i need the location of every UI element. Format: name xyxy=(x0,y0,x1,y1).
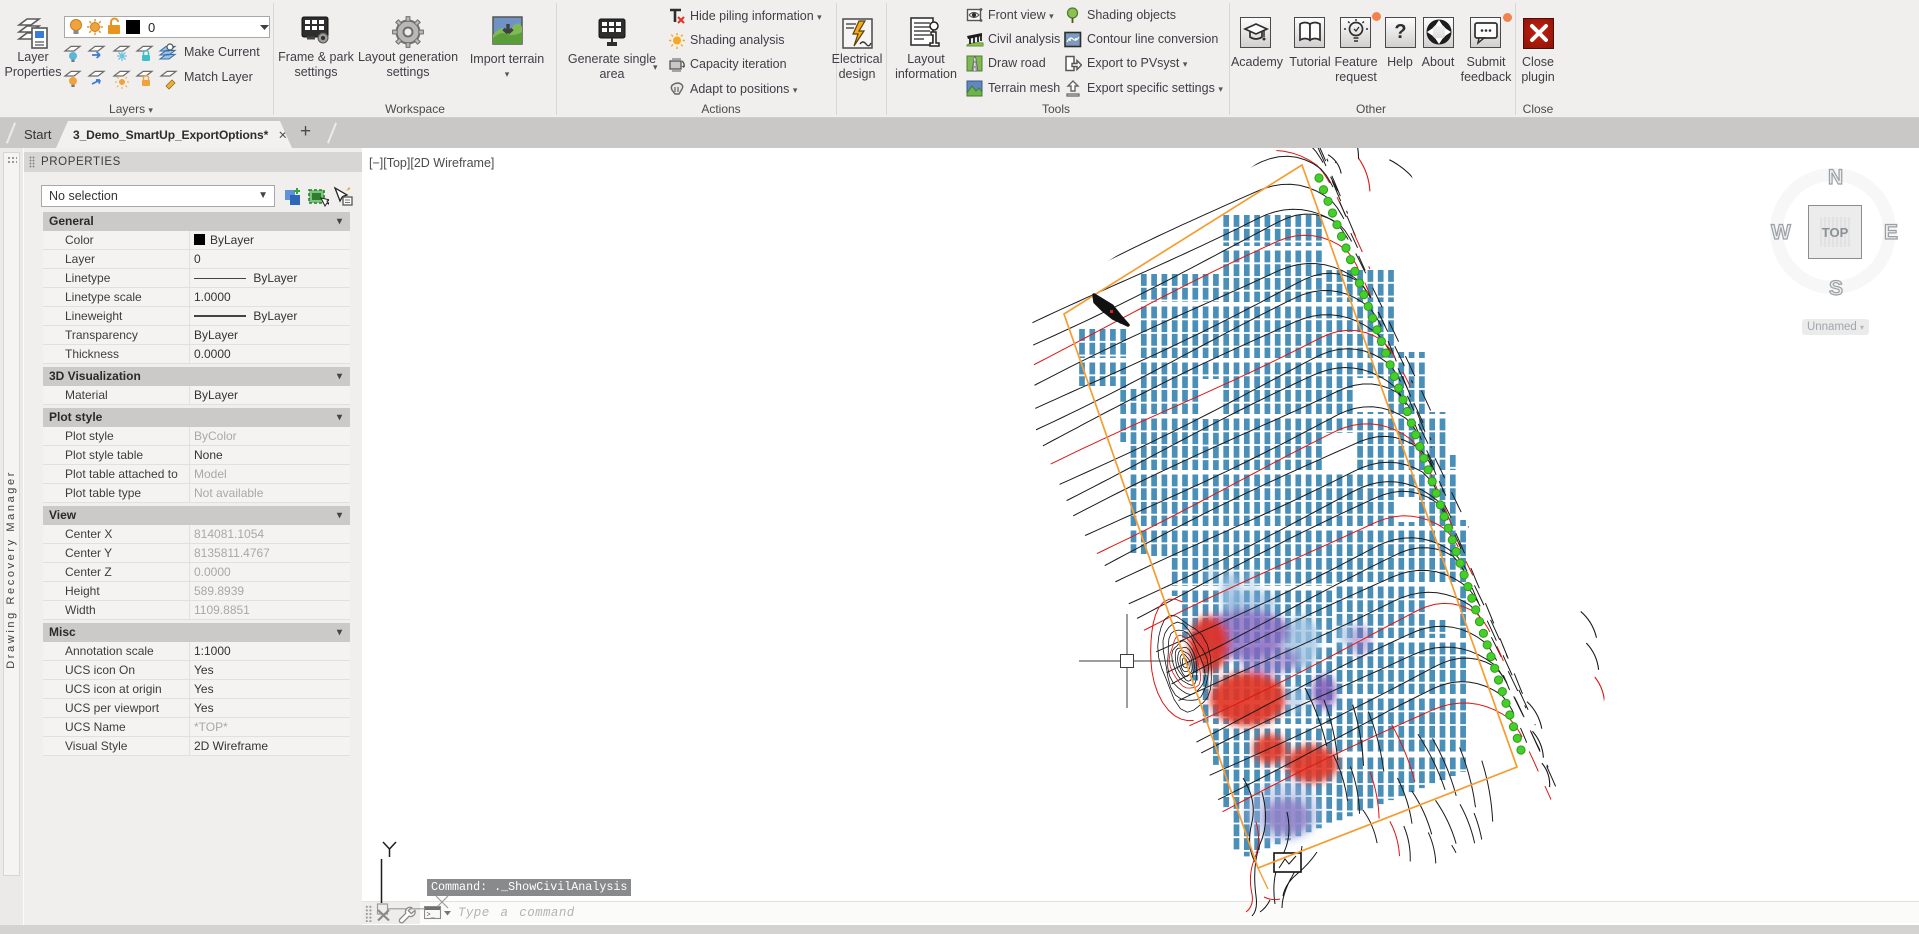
svg-text:>_: >_ xyxy=(427,912,436,920)
svg-text:0: 0 xyxy=(148,20,155,35)
